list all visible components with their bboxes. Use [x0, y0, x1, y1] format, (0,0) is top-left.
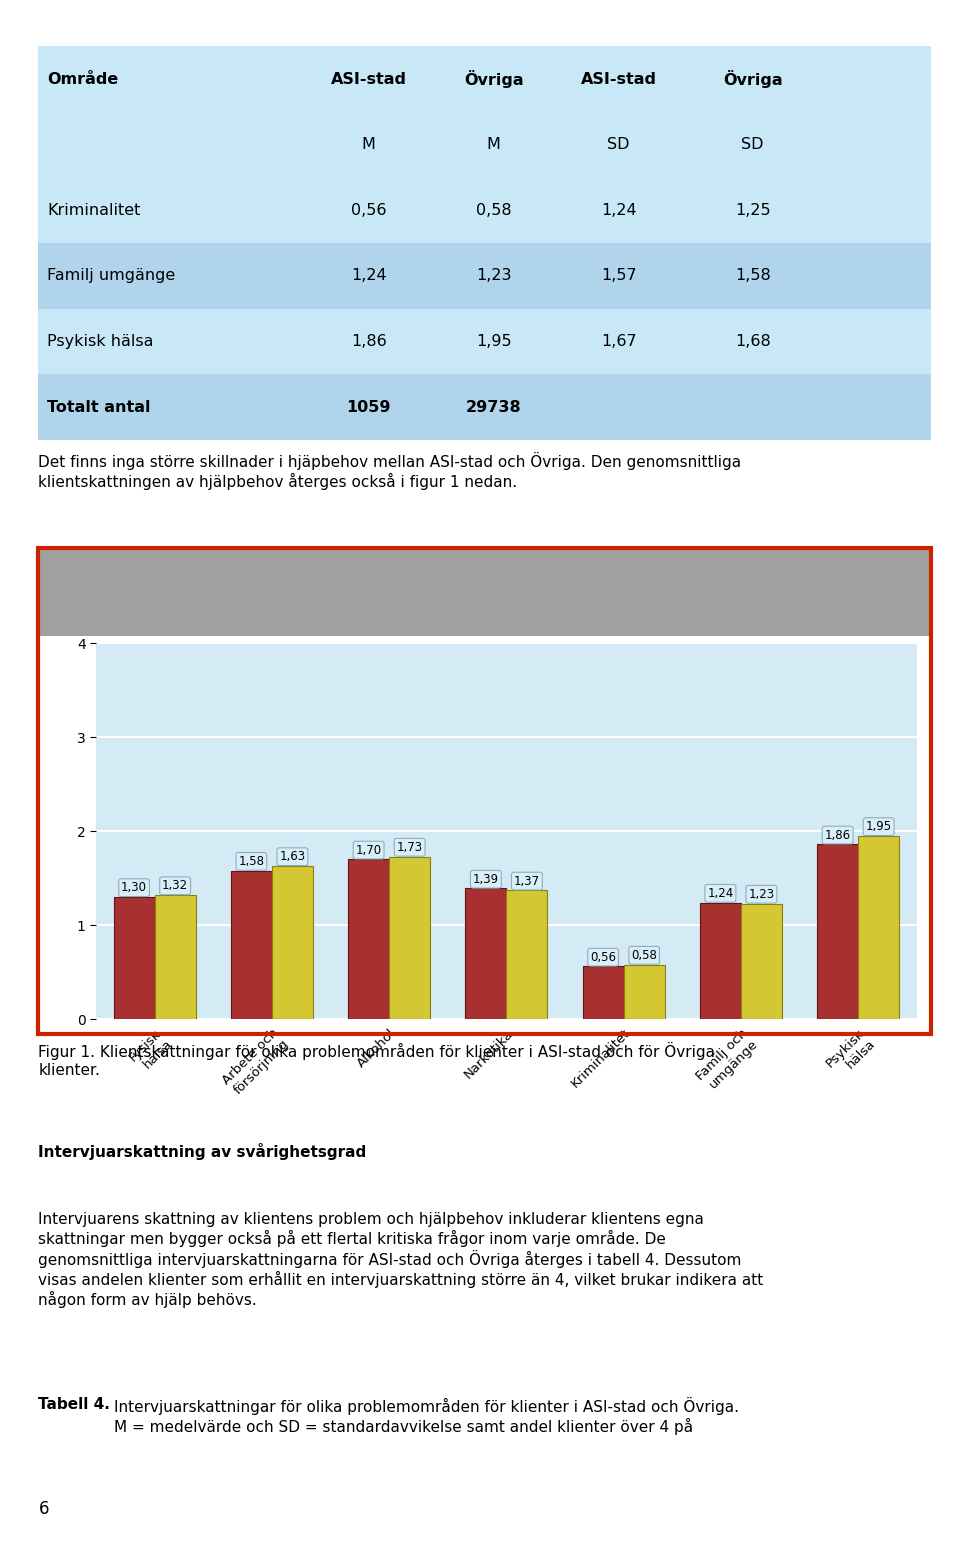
Bar: [38, 242, 931, 309]
Text: 1,37: 1,37: [514, 874, 540, 888]
Text: 1,25: 1,25: [734, 202, 771, 218]
Text: SD: SD: [608, 137, 630, 153]
Bar: [38, 309, 931, 374]
Text: ASI-stad: ASI-stad: [331, 71, 407, 86]
Text: 1,24: 1,24: [351, 269, 387, 284]
Text: 1,32: 1,32: [162, 879, 188, 892]
Text: 0,58: 0,58: [632, 950, 657, 962]
Text: 1,70: 1,70: [355, 843, 382, 857]
Text: 1,63: 1,63: [279, 851, 305, 863]
Text: 1,58: 1,58: [238, 855, 264, 868]
Text: 1,30: 1,30: [121, 882, 147, 894]
Text: Klientskattningar Övriga: Klientskattningar Övriga: [588, 587, 766, 605]
Text: 1,23: 1,23: [476, 269, 512, 284]
Text: 29738: 29738: [466, 400, 521, 415]
Bar: [113, 897, 155, 1019]
Bar: [624, 965, 664, 1019]
Bar: [583, 967, 624, 1019]
Bar: [741, 903, 782, 1019]
Bar: [389, 857, 430, 1019]
Text: 1,67: 1,67: [601, 334, 636, 349]
Text: 0,56: 0,56: [590, 951, 616, 963]
Text: Klientskattning ASI-stad: Klientskattning ASI-stad: [203, 588, 379, 604]
Bar: [528, 577, 570, 615]
Text: 1,73: 1,73: [396, 841, 422, 854]
Text: 1,95: 1,95: [866, 820, 892, 834]
Text: SD: SD: [741, 137, 764, 153]
Bar: [858, 835, 900, 1019]
Text: 1,57: 1,57: [601, 269, 636, 284]
Bar: [38, 46, 931, 113]
Text: Övriga: Övriga: [723, 69, 782, 88]
Text: Familj umgänge: Familj umgänge: [47, 269, 176, 284]
Text: Psykisk hälsa: Psykisk hälsa: [47, 334, 154, 349]
Text: Intervjuarens skattning av klientens problem och hjälpbehov inkluderar klientens: Intervjuarens skattning av klientens pro…: [38, 1212, 763, 1308]
Text: 1,95: 1,95: [476, 334, 512, 349]
Text: 1,24: 1,24: [708, 886, 733, 900]
Bar: [700, 903, 741, 1019]
Text: 0,58: 0,58: [476, 202, 512, 218]
Text: 1,58: 1,58: [734, 269, 771, 284]
Bar: [466, 888, 507, 1019]
Text: 1059: 1059: [347, 400, 391, 415]
Text: M: M: [362, 137, 375, 153]
Text: 6: 6: [38, 1501, 49, 1518]
Text: Intervjuarskattning av svårighetsgrad: Intervjuarskattning av svårighetsgrad: [38, 1143, 367, 1160]
Text: Övriga: Övriga: [464, 69, 523, 88]
Bar: [230, 871, 272, 1019]
Text: 0,56: 0,56: [351, 202, 387, 218]
Bar: [38, 178, 931, 242]
Text: Intervjuarskattningar för olika problemområden för klienter i ASI-stad och Övrig: Intervjuarskattningar för olika problemo…: [114, 1397, 739, 1436]
Text: 1,23: 1,23: [749, 888, 775, 900]
Bar: [506, 891, 547, 1019]
Bar: [143, 577, 185, 615]
Bar: [272, 866, 313, 1019]
Text: 1,86: 1,86: [825, 829, 851, 841]
Text: Det finns inga större skillnader i hjäpbehov mellan ASI-stad och Övriga. Den gen: Det finns inga större skillnader i hjäpb…: [38, 452, 741, 489]
Text: 1,68: 1,68: [734, 334, 771, 349]
Text: Tabell 4.: Tabell 4.: [38, 1397, 110, 1413]
Text: Kriminalitet: Kriminalitet: [47, 202, 141, 218]
Bar: [155, 896, 196, 1019]
Text: 1,24: 1,24: [601, 202, 636, 218]
Text: Totalt antal: Totalt antal: [47, 400, 151, 415]
Text: M: M: [487, 137, 501, 153]
Bar: [38, 113, 931, 178]
Bar: [348, 860, 389, 1019]
Text: 1,39: 1,39: [473, 872, 499, 886]
Text: Figur 1. Klientskattningar för olika problemområden för klienter i ASI-stad och : Figur 1. Klientskattningar för olika pro…: [38, 1042, 715, 1078]
Text: 1,86: 1,86: [350, 334, 387, 349]
Bar: [817, 845, 858, 1019]
Text: ASI-stad: ASI-stad: [581, 71, 657, 86]
Text: Område: Område: [47, 71, 119, 86]
Bar: [38, 375, 931, 440]
